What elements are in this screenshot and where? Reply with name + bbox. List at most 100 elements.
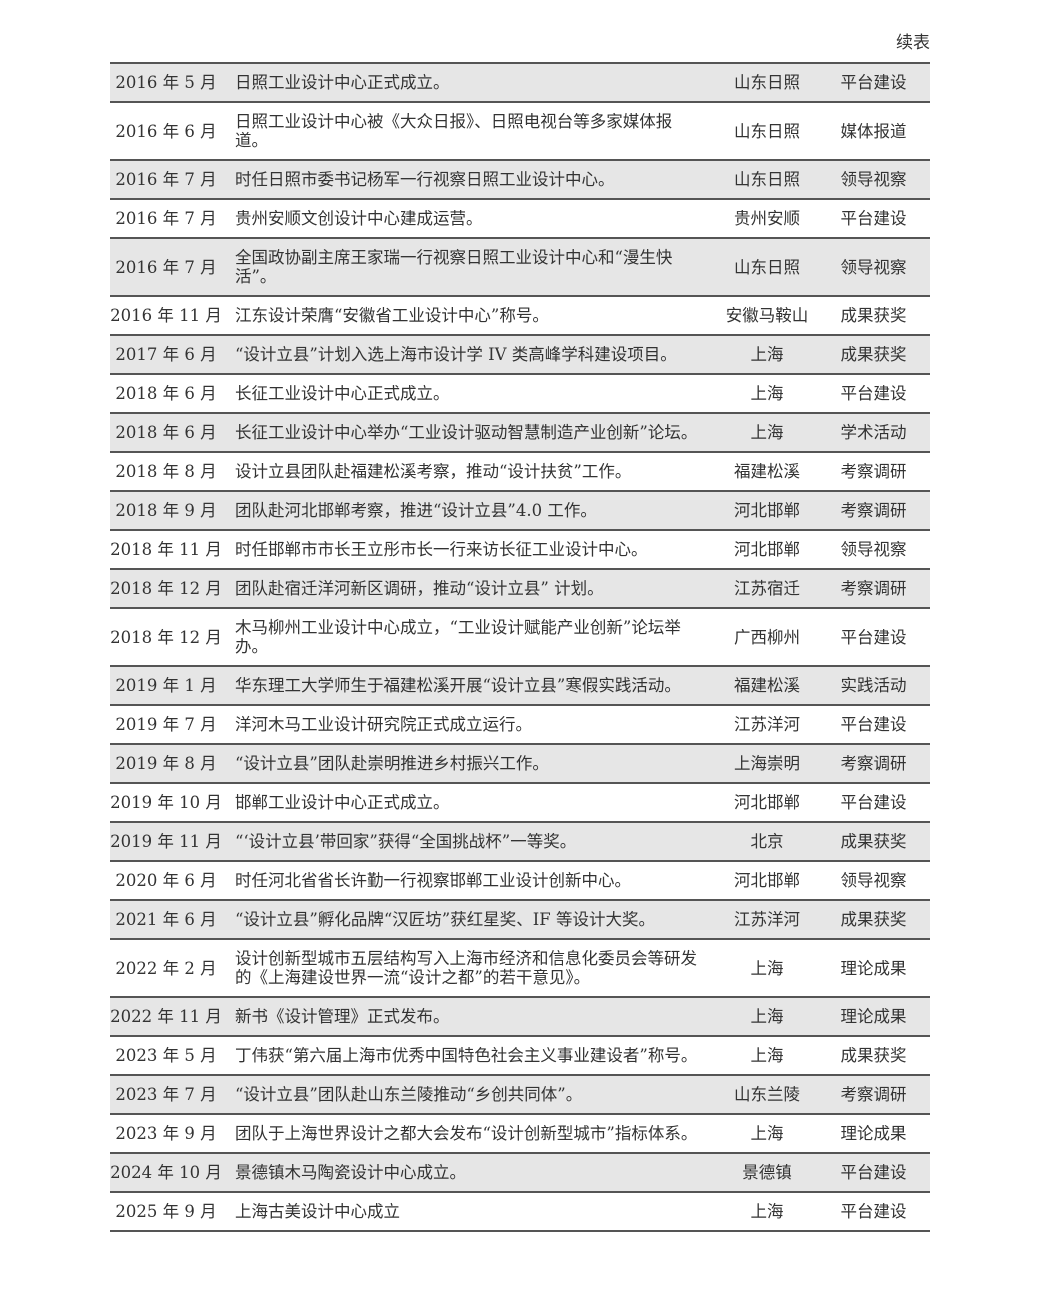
category-cell: 领导视察: [817, 861, 930, 901]
date-cell: 2023 年 5 月: [110, 1036, 222, 1076]
date-cell: 2019 年 8 月: [110, 744, 222, 784]
location-cell: 江苏宿迁: [717, 569, 817, 609]
date-cell: 2018 年 9 月: [110, 491, 222, 531]
table-row: 2022 年 2 月设计创新型城市五层结构写入上海市经济和信息化委员会等研发的《…: [110, 939, 930, 998]
location-cell: 山东兰陵: [717, 1075, 817, 1115]
event-cell: 上海古美设计中心成立: [222, 1192, 717, 1232]
event-cell: “设计立县”孵化品牌“汉匠坊”获红星奖、IF 等设计大奖。: [222, 900, 717, 940]
category-cell: 考察调研: [817, 452, 930, 492]
event-cell: 邯郸工业设计中心正式成立。: [222, 783, 717, 823]
location-cell: 山东日照: [717, 238, 817, 297]
event-cell: “‘设计立县’带回家”获得“全国挑战杯”一等奖。: [222, 822, 717, 862]
location-cell: 上海崇明: [717, 744, 817, 784]
table-row: 2018 年 8 月设计立县团队赴福建松溪考察，推动“设计扶贫”工作。 福建松溪考…: [110, 452, 930, 492]
date-cell: 2019 年 7 月: [110, 705, 222, 745]
table-row: 2021 年 6 月 “设计立县”孵化品牌“汉匠坊”获红星奖、IF 等设计大奖。江…: [110, 900, 930, 940]
date-cell: 2022 年 2 月: [110, 939, 222, 998]
date-cell: 2016 年 7 月: [110, 238, 222, 297]
location-cell: 广西柳州: [717, 608, 817, 667]
category-cell: 考察调研: [817, 744, 930, 784]
event-cell: 时任河北省省长许勤一行视察邯郸工业设计创新中心。: [222, 861, 717, 901]
date-cell: 2022 年 11 月: [110, 997, 222, 1037]
date-cell: 2016 年 6 月: [110, 102, 222, 161]
location-cell: 江苏洋河: [717, 705, 817, 745]
category-cell: 成果获奖: [817, 822, 930, 862]
table-row: 2023 年 5 月丁伟获“第六届上海市优秀中国特色社会主义事业建设者”称号。上…: [110, 1036, 930, 1076]
table-row: 2016 年 6 月日照工业设计中心被《大众日报》、日照电视台等多家媒体报道。山…: [110, 102, 930, 161]
continued-note: 续表: [896, 33, 930, 53]
category-cell: 成果获奖: [817, 900, 930, 940]
date-cell: 2018 年 11 月: [110, 530, 222, 570]
category-cell: 媒体报道: [817, 102, 930, 161]
event-cell: “设计立县”团队赴崇明推进乡村振兴工作。: [222, 744, 717, 784]
table-row: 2025 年 9 月上海古美设计中心成立 上海 平台建设: [110, 1192, 930, 1232]
category-cell: 平台建设: [817, 705, 930, 745]
category-cell: 考察调研: [817, 569, 930, 609]
location-cell: 福建松溪: [717, 666, 817, 706]
table-row: 2017 年 6 月 “设计立县”计划入选上海市设计学 IV 类高峰学科建设项目。…: [110, 335, 930, 375]
table-row: 2018 年 6 月长征工业设计中心正式成立。 上海 平台建设: [110, 374, 930, 414]
category-cell: 成果获奖: [817, 1036, 930, 1076]
category-cell: 平台建设: [817, 63, 930, 103]
date-cell: 2018 年 12 月: [110, 569, 222, 609]
table-row: 2018 年 9 月团队赴河北邯郸考察，推进“设计立县”4.0 工作。 河北邯郸考…: [110, 491, 930, 531]
location-cell: 上海: [717, 335, 817, 375]
event-cell: 日照工业设计中心被《大众日报》、日照电视台等多家媒体报道。: [222, 102, 717, 161]
table-row: 2019 年 10 月邯郸工业设计中心正式成立。 河北邯郸 平台建设: [110, 783, 930, 823]
location-cell: 福建松溪: [717, 452, 817, 492]
location-cell: 上海: [717, 1114, 817, 1154]
location-cell: 山东日照: [717, 102, 817, 161]
event-cell: 团队于上海世界设计之都大会发布“设计创新型城市”指标体系。: [222, 1114, 717, 1154]
table-row: 2016 年 11 月江东设计荣膺“安徽省工业设计中心”称号。 安徽马鞍山 成果获奖: [110, 296, 930, 336]
table-row: 2022 年 11 月新书《设计管理》正式发布。 上海 理论成果: [110, 997, 930, 1037]
event-cell: 新书《设计管理》正式发布。: [222, 997, 717, 1037]
event-cell: 贵州安顺文创设计中心建成运营。: [222, 199, 717, 239]
date-cell: 2019 年 11 月: [110, 822, 222, 862]
category-cell: 平台建设: [817, 199, 930, 239]
location-cell: 河北邯郸: [717, 783, 817, 823]
event-cell: 时任日照市委书记杨军一行视察日照工业设计中心。: [222, 160, 717, 200]
date-cell: 2025 年 9 月: [110, 1192, 222, 1232]
location-cell: 上海: [717, 374, 817, 414]
location-cell: 北京: [717, 822, 817, 862]
date-cell: 2016 年 11 月: [110, 296, 222, 336]
event-cell: 洋河木马工业设计研究院正式成立运行。: [222, 705, 717, 745]
date-cell: 2018 年 6 月: [110, 374, 222, 414]
location-cell: 河北邯郸: [717, 530, 817, 570]
table-row: 2024 年 10 月景德镇木马陶瓷设计中心成立。 景德镇 平台建设: [110, 1153, 930, 1193]
location-cell: 河北邯郸: [717, 491, 817, 531]
date-cell: 2023 年 9 月: [110, 1114, 222, 1154]
date-cell: 2017 年 6 月: [110, 335, 222, 375]
category-cell: 考察调研: [817, 1075, 930, 1115]
category-cell: 领导视察: [817, 238, 930, 297]
location-cell: 上海: [717, 1192, 817, 1232]
date-cell: 2021 年 6 月: [110, 900, 222, 940]
date-cell: 2018 年 12 月: [110, 608, 222, 667]
event-cell: 江东设计荣膺“安徽省工业设计中心”称号。: [222, 296, 717, 336]
category-cell: 领导视察: [817, 530, 930, 570]
event-cell: 全国政协副主席王家瑞一行视察日照工业设计中心和“漫生快活”。: [222, 238, 717, 297]
table-row: 2019 年 7 月洋河木马工业设计研究院正式成立运行。 江苏洋河 平台建设: [110, 705, 930, 745]
event-cell: 日照工业设计中心正式成立。: [222, 63, 717, 103]
date-cell: 2016 年 7 月: [110, 199, 222, 239]
category-cell: 理论成果: [817, 1114, 930, 1154]
category-cell: 成果获奖: [817, 335, 930, 375]
table-row: 2019 年 8 月 “设计立县”团队赴崇明推进乡村振兴工作。 上海崇明 考察调研: [110, 744, 930, 784]
location-cell: 山东日照: [717, 63, 817, 103]
date-cell: 2016 年 7 月: [110, 160, 222, 200]
date-cell: 2020 年 6 月: [110, 861, 222, 901]
location-cell: 安徽马鞍山: [717, 296, 817, 336]
category-cell: 成果获奖: [817, 296, 930, 336]
event-cell: 景德镇木马陶瓷设计中心成立。: [222, 1153, 717, 1193]
location-cell: 江苏洋河: [717, 900, 817, 940]
table-row: 2018 年 12 月团队赴宿迁洋河新区调研，推动“设计立县” 计划。 江苏宿迁考…: [110, 569, 930, 609]
event-cell: 华东理工大学师生于福建松溪开展“设计立县”寒假实践活动。: [222, 666, 717, 706]
table-row: 2016 年 7 月贵州安顺文创设计中心建成运营。 贵州安顺 平台建设: [110, 199, 930, 239]
event-cell: “设计立县”团队赴山东兰陵推动“乡创共同体”。: [222, 1075, 717, 1115]
date-cell: 2016 年 5 月: [110, 63, 222, 103]
event-cell: 长征工业设计中心举办“工业设计驱动智慧制造产业创新”论坛。: [222, 413, 717, 453]
event-cell: 设计创新型城市五层结构写入上海市经济和信息化委员会等研发的《上海建设世界一流“设…: [222, 939, 717, 998]
category-cell: 平台建设: [817, 783, 930, 823]
date-cell: 2023 年 7 月: [110, 1075, 222, 1115]
